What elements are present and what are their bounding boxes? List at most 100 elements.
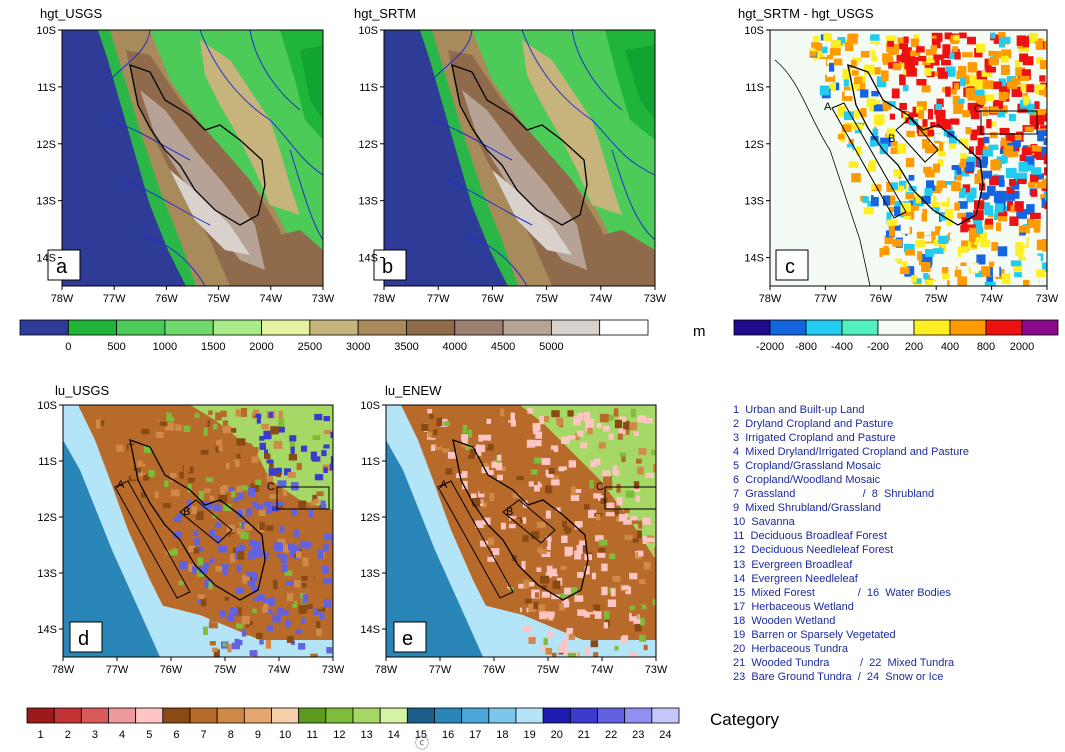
difference-cell: [855, 146, 862, 156]
landuse-cell: [320, 504, 327, 510]
landuse-cell: [272, 580, 278, 590]
difference-cell: [875, 45, 884, 57]
difference-cell: [1018, 254, 1026, 261]
landuse-cell: [638, 448, 647, 455]
landuse-cell: [136, 491, 143, 498]
landuse-cell: [284, 570, 293, 576]
landuse-cell: [647, 630, 656, 636]
landuse-cell: [313, 575, 320, 585]
difference-cell: [898, 43, 908, 50]
landuse-cell: [614, 470, 620, 476]
colorbar-swatch: [599, 319, 649, 336]
difference-cell: [1025, 84, 1035, 93]
landuse-cell: [558, 644, 568, 653]
difference-cell: [935, 109, 946, 119]
landuse-cell: [301, 575, 308, 581]
svg-text:C: C: [974, 103, 982, 115]
colorbar-swatch: [406, 319, 456, 336]
colorbar-label: -400: [831, 341, 853, 353]
landuse-cell: [272, 614, 281, 623]
difference-cell: [866, 103, 877, 112]
landuse-cell: [631, 611, 637, 617]
landuse-cell: [540, 575, 550, 584]
colorbar-label: 13: [360, 729, 372, 741]
colorbar-swatch: [454, 319, 504, 336]
difference-cell: [929, 226, 936, 232]
landuse-cell: [235, 547, 243, 555]
difference-cell: [876, 76, 887, 88]
difference-cell: [863, 207, 874, 215]
landuse-cell: [540, 416, 549, 423]
difference-cell: [1043, 190, 1047, 197]
difference-cell: [894, 258, 902, 264]
colorbar-swatch: [515, 707, 544, 724]
difference-cell: [922, 208, 929, 217]
landuse-cell: [264, 633, 269, 640]
landuse-cell: [510, 518, 520, 528]
landuse-cell: [208, 571, 218, 581]
y-tick-label: 14S: [358, 253, 378, 265]
landuse-cell: [288, 454, 297, 461]
colorbar-label: 1000: [153, 341, 177, 353]
landuse-cell: [250, 550, 258, 556]
landuse-cell: [512, 574, 518, 584]
landuse-cell: [223, 504, 232, 512]
difference-cell: [937, 71, 948, 79]
difference-cell: [988, 50, 996, 56]
difference-cell: [852, 37, 864, 44]
difference-cell: [1006, 193, 1015, 201]
difference-cell: [848, 161, 859, 168]
difference-cell: [837, 37, 846, 44]
landuse-cell: [283, 468, 292, 476]
landuse-cell: [198, 490, 205, 500]
difference-cell: [933, 54, 944, 60]
difference-cell: [811, 42, 821, 48]
landuse-cell: [242, 447, 247, 455]
difference-cell: [898, 59, 908, 68]
landuse-cell: [495, 462, 503, 471]
landuse-cell: [252, 501, 257, 508]
difference-cell: [988, 120, 997, 127]
landuse-cell: [461, 437, 468, 444]
x-tick-label: 74W: [268, 664, 291, 676]
difference-cell: [988, 144, 999, 150]
difference-cell: [847, 60, 857, 69]
difference-cell: [904, 51, 916, 62]
landuse-cell: [188, 466, 194, 474]
landuse-cell: [601, 586, 608, 596]
difference-cell: [988, 261, 995, 268]
landuse-cell: [259, 442, 266, 450]
colorbar-swatch: [841, 319, 879, 336]
landuse-cell: [512, 493, 521, 499]
landuse-cell: [595, 514, 601, 521]
landuse-cell: [255, 479, 262, 485]
x-tick-label: 76W: [155, 293, 178, 305]
landuse-cell: [591, 604, 597, 611]
x-tick-label: 74W: [259, 293, 282, 305]
landuse-cell: [222, 425, 232, 434]
difference-cell: [1029, 212, 1041, 219]
landuse-cell: [270, 426, 279, 435]
landuse-cell: [304, 541, 312, 549]
difference-cell: [900, 267, 910, 275]
difference-cell: [870, 197, 879, 207]
difference-cell: [998, 92, 1007, 101]
colorbar-label: 2000: [1010, 341, 1034, 353]
landuse-cell: [222, 484, 229, 492]
landuse-cell: [169, 472, 177, 482]
landuse-cell: [507, 579, 515, 587]
landuse-cell: [606, 502, 615, 509]
landuse-cell: [634, 623, 642, 632]
difference-cell: [867, 200, 873, 207]
difference-cell: [844, 90, 855, 97]
landuse-cell: [298, 500, 307, 509]
difference-cell: [963, 75, 970, 85]
landuse-cell: [320, 613, 325, 620]
difference-cell: [1011, 77, 1021, 85]
landuse-cell: [173, 531, 182, 539]
difference-cell: [925, 255, 933, 266]
svg-text:A: A: [440, 479, 448, 491]
colorbar-swatch: [949, 319, 987, 336]
difference-cell: [836, 71, 848, 79]
landuse-cell: [276, 426, 285, 433]
